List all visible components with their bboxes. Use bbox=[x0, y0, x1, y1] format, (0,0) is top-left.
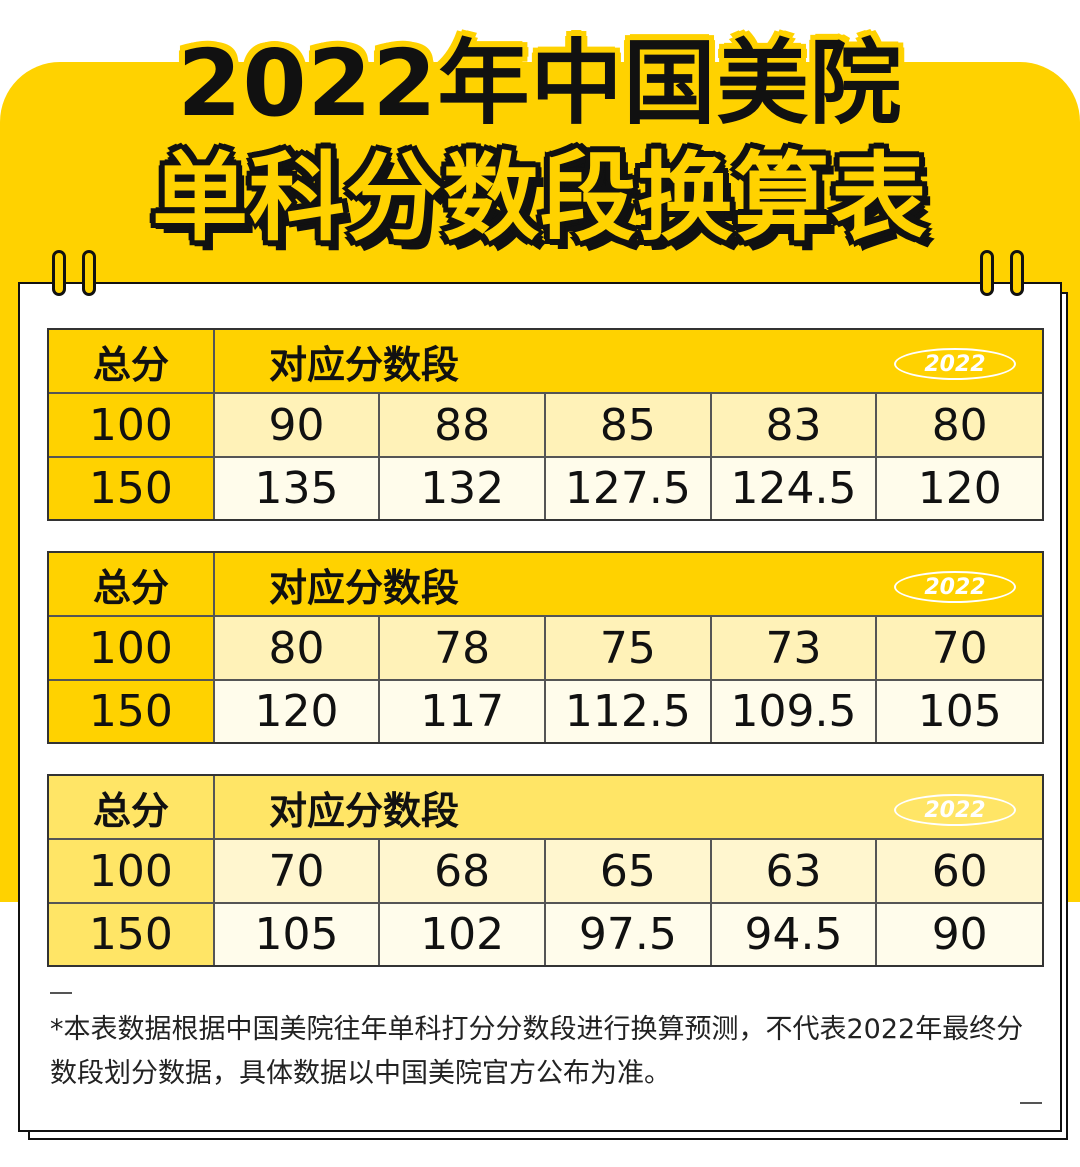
total-cell: 150 bbox=[49, 904, 215, 965]
score-table: 总分 对应分数段 2022 100 80 78 75 73 70 150 120… bbox=[47, 551, 1044, 744]
value-cell: 80 bbox=[214, 617, 381, 681]
table-row: 150 105 102 97.5 94.5 90 bbox=[49, 904, 1042, 965]
binder-ring-icon bbox=[1010, 250, 1024, 296]
disclaimer-note: *本表数据根据中国美院往年单科打分分数段进行换算预测，不代表2022年最终分数段… bbox=[50, 1014, 1024, 1089]
range-header-label: 对应分数段 bbox=[269, 565, 460, 610]
value-cell: 70 bbox=[877, 617, 1043, 681]
table-row: 100 80 78 75 73 70 bbox=[49, 617, 1043, 681]
total-cell: 100 bbox=[49, 617, 215, 681]
value-cell: 70 bbox=[214, 840, 381, 904]
table-header-row: 总分 对应分数段 2022 bbox=[49, 553, 1042, 617]
total-header: 总分 bbox=[49, 330, 215, 394]
value-cell: 68 bbox=[380, 840, 547, 904]
value-cell: 90 bbox=[214, 394, 381, 458]
value-cell: 135 bbox=[215, 458, 381, 519]
range-header: 对应分数段 2022 bbox=[215, 330, 1042, 394]
value-cell: 65 bbox=[546, 840, 712, 904]
value-cell: 80 bbox=[877, 394, 1043, 458]
divider bbox=[50, 992, 72, 994]
score-table: 总分 对应分数段 2022 100 90 88 85 83 80 150 135… bbox=[47, 328, 1044, 521]
year-badge: 2022 bbox=[894, 348, 1016, 380]
range-header: 对应分数段 2022 bbox=[215, 553, 1042, 617]
value-cell: 60 bbox=[877, 840, 1043, 904]
value-cell: 117 bbox=[380, 681, 547, 742]
value-cell: 124.5 bbox=[712, 458, 878, 519]
table-header-row: 总分 对应分数段 2022 bbox=[49, 776, 1042, 840]
total-header: 总分 bbox=[49, 553, 215, 617]
title-line-1: 2022年中国美院 bbox=[177, 30, 903, 137]
table-row: 100 70 68 65 63 60 bbox=[49, 840, 1043, 904]
value-cell: 94.5 bbox=[712, 904, 878, 965]
value-cell: 63 bbox=[711, 840, 878, 904]
binder-ring-icon bbox=[52, 250, 66, 296]
score-table: 总分 对应分数段 2022 100 70 68 65 63 60 150 105… bbox=[47, 774, 1044, 967]
range-header-label: 对应分数段 bbox=[269, 788, 460, 833]
value-cell: 112.5 bbox=[546, 681, 712, 742]
value-cell: 109.5 bbox=[712, 681, 878, 742]
value-cell: 120 bbox=[215, 681, 381, 742]
title-line-2: 单科分数段换算表 bbox=[152, 142, 928, 254]
total-cell: 150 bbox=[49, 681, 215, 742]
value-cell: 78 bbox=[380, 617, 547, 681]
value-cell: 90 bbox=[931, 909, 988, 960]
table-row: 150 120 117 112.5 109.5 105 bbox=[49, 681, 1042, 742]
table-row: 150 135 132 127.5 124.5 120 bbox=[49, 458, 1042, 519]
value-cell: 120 bbox=[917, 463, 1002, 514]
range-header: 对应分数段 2022 bbox=[215, 776, 1042, 840]
total-cell: 150 bbox=[49, 458, 215, 519]
binder-ring-icon bbox=[82, 250, 96, 296]
total-cell: 100 bbox=[49, 840, 215, 904]
year-badge: 2022 bbox=[894, 571, 1016, 603]
value-cell: 132 bbox=[380, 458, 547, 519]
binder-ring-icon bbox=[980, 250, 994, 296]
value-cell: 85 bbox=[546, 394, 712, 458]
value-cell: 97.5 bbox=[546, 904, 712, 965]
value-cell: 102 bbox=[380, 904, 547, 965]
value-cell: 127.5 bbox=[546, 458, 712, 519]
value-cell: 75 bbox=[546, 617, 712, 681]
year-badge: 2022 bbox=[894, 794, 1016, 826]
total-cell: 100 bbox=[49, 394, 215, 458]
table-header-row: 总分 对应分数段 2022 bbox=[49, 330, 1042, 394]
total-header: 总分 bbox=[49, 776, 215, 840]
range-header-label: 对应分数段 bbox=[269, 342, 460, 387]
value-cell: 105 bbox=[917, 686, 1002, 737]
value-cell: 88 bbox=[380, 394, 547, 458]
table-row: 100 90 88 85 83 80 bbox=[49, 394, 1043, 458]
value-cell: 73 bbox=[711, 617, 878, 681]
value-cell: 83 bbox=[711, 394, 878, 458]
divider bbox=[1020, 1102, 1042, 1104]
value-cell: 105 bbox=[215, 904, 381, 965]
